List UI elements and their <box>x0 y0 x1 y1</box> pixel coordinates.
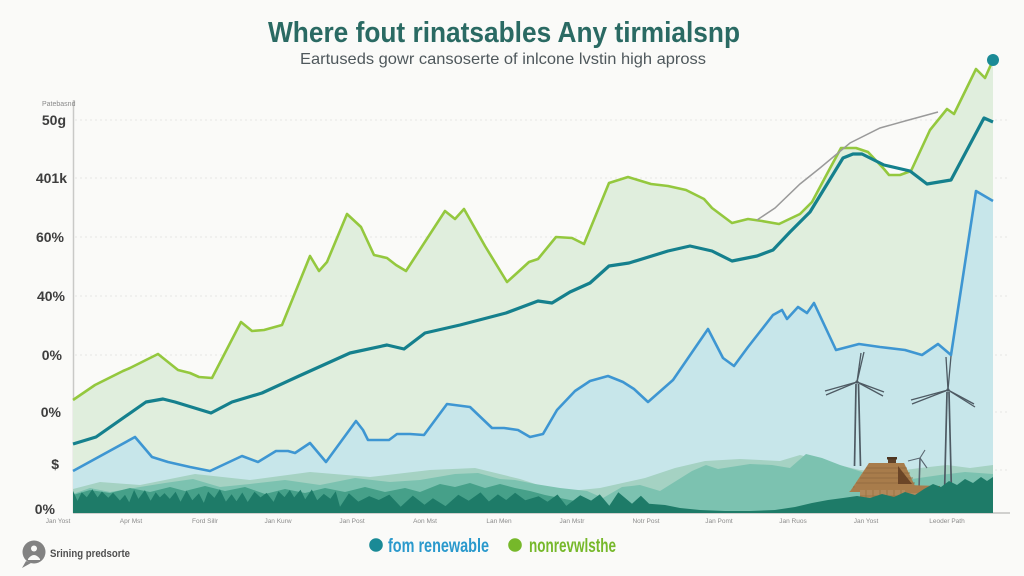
svg-text:Jan Mstr: Jan Mstr <box>560 518 586 525</box>
svg-text:Leoder Path: Leoder Path <box>929 518 965 525</box>
svg-text:Apr Mst: Apr Mst <box>120 518 143 525</box>
svg-text:fom renewable: fom renewable <box>388 536 489 557</box>
svg-text:60%: 60% <box>36 229 65 245</box>
svg-text:Eartuseds gowr cansoserte of i: Eartuseds gowr cansoserte of inlcone lvs… <box>300 51 706 68</box>
svg-text:50g: 50g <box>42 112 66 128</box>
svg-text:Notr Post: Notr Post <box>632 518 659 525</box>
svg-text:Lan Men: Lan Men <box>486 518 512 525</box>
svg-text:Jan Yost: Jan Yost <box>854 518 879 525</box>
svg-text:Jan Kurw: Jan Kurw <box>264 518 291 525</box>
svg-text:Jan Ruos: Jan Ruos <box>779 518 807 525</box>
svg-text:40%: 40% <box>37 288 66 304</box>
svg-text:Jan Post: Jan Post <box>339 518 364 525</box>
svg-text:0%: 0% <box>35 501 56 517</box>
svg-text:0%: 0% <box>42 347 63 363</box>
svg-text:$: $ <box>51 456 59 472</box>
svg-text:Ford Sillr: Ford Sillr <box>192 518 219 525</box>
svg-text:Jan Pomt: Jan Pomt <box>705 518 733 525</box>
svg-text:Srining predsorte: Srining predsorte <box>50 548 130 560</box>
svg-text:Where fout rinatsables Any tir: Where fout rinatsables Any tirmialsnp <box>268 17 740 49</box>
svg-text:Aon Mst: Aon Mst <box>413 518 437 525</box>
svg-text:401k: 401k <box>36 170 67 186</box>
svg-text:Jan Yost: Jan Yost <box>46 518 71 525</box>
svg-text:nonrevwlsthe: nonrevwlsthe <box>529 536 616 557</box>
svg-text:Patebasnd: Patebasnd <box>42 101 76 108</box>
svg-text:0%: 0% <box>41 404 62 420</box>
